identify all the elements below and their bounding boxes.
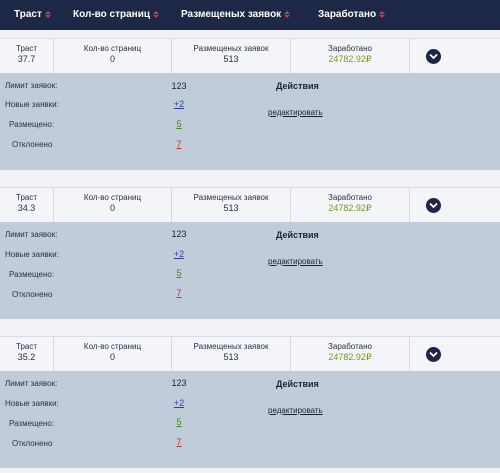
- site-card: Траст 35.2 Кол-во страниц 0 Размещеных з…: [0, 336, 500, 468]
- header-earned[interactable]: Заработано: [318, 0, 386, 30]
- pages-label: Кол-во страниц: [83, 193, 142, 202]
- placed-value: 513: [223, 352, 239, 362]
- site-summary-row: Траст 35.2 Кол-во страниц 0 Размещеных з…: [0, 336, 500, 372]
- site-card: Траст 37.7 Кол-во страниц 0 Размещеных з…: [0, 38, 500, 170]
- actions-title: Действия: [276, 81, 319, 91]
- earned-value: 24782.92₽: [328, 203, 372, 213]
- sort-arrows-icon[interactable]: [379, 10, 386, 18]
- placed-label: Размещеных заявок: [193, 342, 269, 351]
- new-requests-link[interactable]: +2: [173, 249, 185, 259]
- rejected-label: Отклонено: [12, 140, 53, 149]
- pages-label: Кол-во страниц: [83, 44, 142, 53]
- header-placed-label: Размещеных заявок: [181, 9, 282, 20]
- placed-value: 513: [223, 203, 239, 213]
- header-placed[interactable]: Размещеных заявок: [181, 0, 291, 30]
- site-details: Лимит заявок: 123 Новые заявки: +2 Разме…: [0, 73, 500, 170]
- header-earned-label: Заработано: [318, 9, 377, 20]
- placed-link[interactable]: 5: [176, 417, 182, 427]
- rejected-label: Отклонено: [12, 290, 53, 299]
- placed-label: Размещеных заявок: [193, 44, 269, 53]
- table-header: Траст Кол-во страниц Размещеных заявок З…: [0, 0, 500, 30]
- new-label: Новые заявки:: [5, 399, 59, 408]
- rejected-link[interactable]: 7: [176, 437, 182, 447]
- sort-arrows-icon[interactable]: [153, 10, 160, 18]
- chevron-down-icon: [429, 202, 438, 209]
- rejected-link[interactable]: 7: [176, 288, 182, 298]
- edit-link[interactable]: редактировать: [268, 257, 323, 266]
- placed-label: Размещено:: [9, 270, 55, 279]
- placed-label: Размещеных заявок: [193, 193, 269, 202]
- pages-value: 0: [109, 54, 115, 64]
- expand-toggle-button[interactable]: [426, 198, 441, 213]
- actions-title: Действия: [276, 379, 319, 389]
- pages-value: 0: [109, 203, 115, 213]
- rejected-link[interactable]: 7: [176, 139, 182, 149]
- sort-arrows-icon[interactable]: [44, 10, 51, 18]
- trust-label: Траст: [16, 342, 37, 351]
- header-pages[interactable]: Кол-во страниц: [73, 0, 160, 30]
- earned-label: Заработано: [328, 342, 372, 351]
- header-pages-label: Кол-во страниц: [73, 9, 151, 20]
- header-trust-label: Траст: [14, 9, 42, 20]
- limit-value: 123: [171, 81, 187, 91]
- pages-value: 0: [109, 352, 115, 362]
- placed-cell: Размещеных заявок 513: [172, 39, 291, 73]
- earned-cell: Заработано 24782.92₽: [291, 337, 410, 371]
- trust-cell: Траст 35.2: [0, 337, 54, 371]
- site-card: Траст 34.3 Кол-во страниц 0 Размещеных з…: [0, 187, 500, 319]
- limit-label: Лимит заявок:: [5, 81, 58, 90]
- site-details: Лимит заявок: 123 Новые заявки: +2 Разме…: [0, 371, 500, 468]
- placed-cell: Размещеных заявок 513: [172, 188, 291, 222]
- site-details: Лимит заявок: 123 Новые заявки: +2 Разме…: [0, 222, 500, 319]
- placed-link[interactable]: 5: [176, 268, 182, 278]
- new-label: Новые заявки:: [5, 250, 59, 259]
- edit-link[interactable]: редактировать: [268, 406, 323, 415]
- pages-cell: Кол-во страниц 0: [54, 39, 172, 73]
- limit-label: Лимит заявок:: [5, 379, 58, 388]
- trust-label: Траст: [16, 44, 37, 53]
- expand-toggle-button[interactable]: [426, 347, 441, 362]
- placed-label: Размещено:: [9, 419, 55, 428]
- edit-link[interactable]: редактировать: [268, 108, 323, 117]
- pages-cell: Кол-во страниц 0: [54, 337, 172, 371]
- pages-label: Кол-во страниц: [83, 342, 142, 351]
- new-requests-link[interactable]: +2: [173, 398, 185, 408]
- earned-label: Заработано: [328, 193, 372, 202]
- earned-value: 24782.92₽: [328, 352, 372, 362]
- placed-value: 513: [223, 54, 239, 64]
- placed-link[interactable]: 5: [176, 119, 182, 129]
- chevron-down-icon: [429, 351, 438, 358]
- site-summary-row: Траст 34.3 Кол-во страниц 0 Размещеных з…: [0, 187, 500, 223]
- earned-cell: Заработано 24782.92₽: [291, 188, 410, 222]
- pages-cell: Кол-во страниц 0: [54, 188, 172, 222]
- trust-value: 37.7: [17, 54, 36, 64]
- new-label: Новые заявки:: [5, 100, 59, 109]
- earned-label: Заработано: [328, 44, 372, 53]
- trust-cell: Траст 37.7: [0, 39, 54, 73]
- trust-value: 34.3: [17, 203, 36, 213]
- limit-value: 123: [171, 229, 187, 239]
- limit-value: 123: [171, 378, 187, 388]
- sort-arrows-icon[interactable]: [284, 10, 291, 18]
- placed-label: Размещено:: [9, 120, 55, 129]
- actions-title: Действия: [276, 230, 319, 240]
- site-summary-row: Траст 37.7 Кол-во страниц 0 Размещеных з…: [0, 38, 500, 74]
- trust-cell: Траст 34.3: [0, 188, 54, 222]
- rejected-label: Отклонено: [12, 439, 53, 448]
- earned-value: 24782.92₽: [328, 54, 372, 64]
- limit-label: Лимит заявок:: [5, 230, 58, 239]
- placed-cell: Размещеных заявок 513: [172, 337, 291, 371]
- earned-cell: Заработано 24782.92₽: [291, 39, 410, 73]
- header-trust[interactable]: Траст: [14, 0, 51, 30]
- expand-toggle-button[interactable]: [426, 49, 441, 64]
- new-requests-link[interactable]: +2: [173, 99, 185, 109]
- trust-label: Траст: [16, 193, 37, 202]
- chevron-down-icon: [429, 53, 438, 60]
- trust-value: 35.2: [17, 352, 36, 362]
